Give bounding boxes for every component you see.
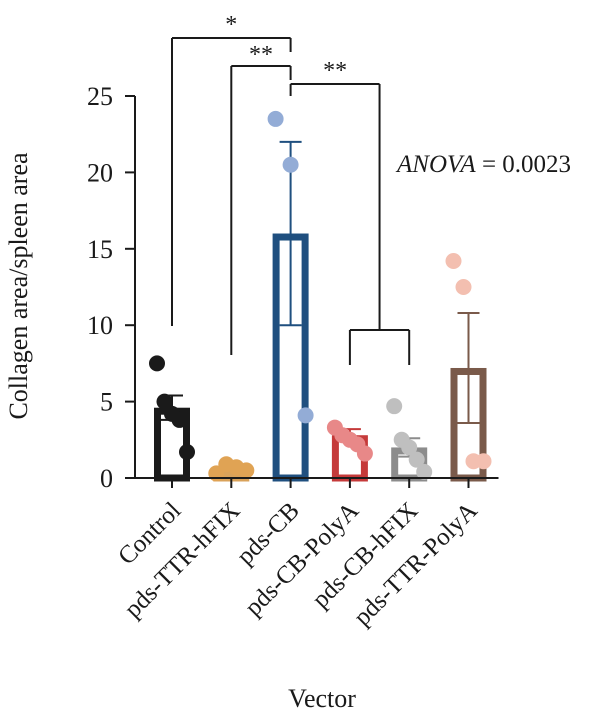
x-axis-title: Vector xyxy=(288,684,356,713)
y-tick-label: 10 xyxy=(87,311,113,340)
significance-brackets: ***** xyxy=(171,12,411,365)
anova-label: ANOVA xyxy=(395,151,476,178)
data-point xyxy=(179,444,195,461)
y-tick-label: 15 xyxy=(87,235,113,264)
data-point xyxy=(445,253,462,270)
y-axis-title: Collagen area/spleen area xyxy=(4,152,33,420)
data-point xyxy=(282,156,299,173)
y-tick-label: 0 xyxy=(100,464,113,493)
data-point xyxy=(238,462,255,479)
data-point xyxy=(386,398,403,415)
data-point xyxy=(297,407,314,424)
anova-annotation: ANOVA = 0.0023 xyxy=(395,151,571,178)
data-point xyxy=(455,279,472,295)
y-tick-label: 5 xyxy=(100,388,113,417)
significance-label: ** xyxy=(323,58,347,84)
anova-value: = 0.0023 xyxy=(476,151,571,178)
x-axis-ticks: Controlpds-TTR-hFIXpds-CBpds-CB-PolyApds… xyxy=(113,477,499,631)
y-tick-label: 20 xyxy=(87,158,113,187)
y-tick-label: 25 xyxy=(87,82,113,111)
data-point xyxy=(149,355,165,372)
data-point xyxy=(416,463,433,480)
data-point xyxy=(171,411,188,428)
data-point xyxy=(156,393,173,410)
data-point xyxy=(475,453,492,470)
data-point xyxy=(408,451,425,468)
data-point xyxy=(267,110,284,127)
y-axis: 0 5 10 15 20 25 xyxy=(87,82,136,493)
data-point xyxy=(401,439,418,456)
data-point xyxy=(356,445,373,462)
significance-label: ** xyxy=(249,42,273,68)
bars xyxy=(149,110,492,482)
significance-label: * xyxy=(225,12,237,38)
